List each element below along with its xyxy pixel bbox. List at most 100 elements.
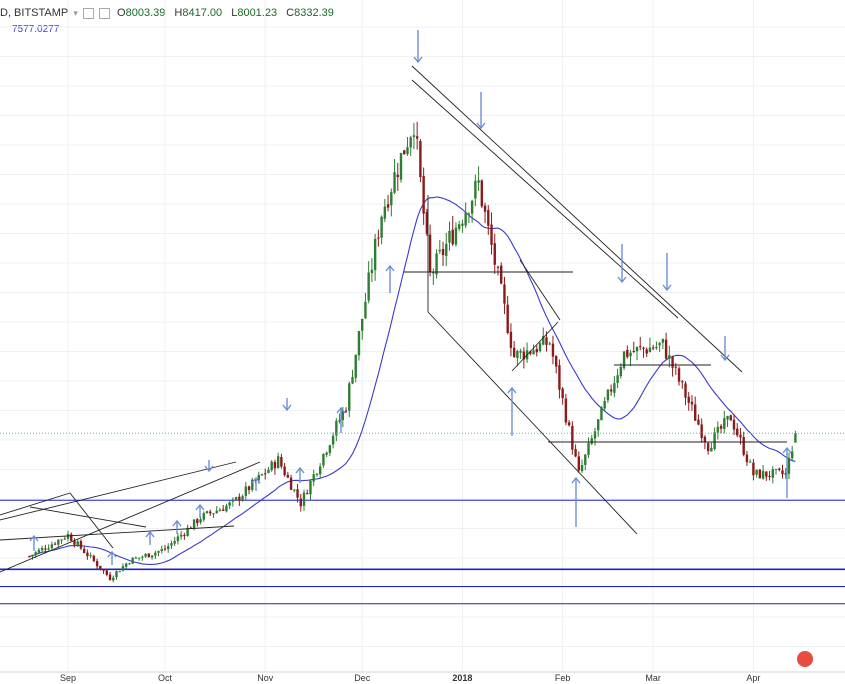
arrow-head — [145, 530, 155, 538]
candle-body — [774, 469, 778, 471]
arrow-head — [617, 276, 627, 284]
trendline — [0, 525, 235, 541]
candle-body — [238, 496, 241, 501]
candle-body — [781, 470, 784, 475]
candle-body — [276, 456, 280, 469]
candle-body — [487, 210, 490, 226]
candle-body — [186, 527, 189, 536]
candle-body — [183, 534, 186, 536]
candle-body — [60, 539, 63, 541]
candle-body — [422, 175, 425, 214]
candle-body — [393, 172, 396, 193]
arrow-head — [251, 476, 261, 484]
candle-body — [44, 548, 47, 550]
close-icon[interactable] — [98, 7, 110, 19]
candle-body — [564, 398, 568, 423]
candle-body — [380, 216, 383, 238]
x-tick-label: Sep — [60, 673, 76, 683]
candle-body — [289, 477, 293, 490]
trendline — [29, 506, 147, 528]
candle-body — [95, 561, 99, 567]
candle-body — [63, 538, 66, 540]
candle-body — [787, 457, 791, 474]
candle-body — [241, 496, 244, 501]
candle-body — [57, 539, 60, 545]
trendline — [511, 321, 559, 372]
eye-icon[interactable] — [82, 7, 94, 19]
settings-icon[interactable]: ▾ — [73, 8, 78, 18]
ohlc-header: D, BITSTAMP ▾ O8003.39 H8417.00 L8001.23… — [0, 7, 336, 23]
trendlines — [0, 65, 787, 573]
candle-body — [390, 192, 393, 206]
candle-body — [102, 569, 105, 571]
candle-body — [655, 346, 658, 349]
x-tick-label: Nov — [257, 673, 274, 683]
candle-body — [328, 445, 332, 453]
candle-body — [315, 473, 319, 475]
candle-body — [341, 410, 345, 421]
candle-body — [228, 502, 231, 506]
candle-body — [432, 272, 435, 274]
candle-body — [448, 231, 451, 243]
candle-body — [386, 204, 390, 208]
candle-body — [383, 206, 387, 219]
trendline — [0, 461, 261, 573]
candle-body — [509, 331, 513, 348]
candle-body — [451, 229, 454, 245]
candle-body — [648, 347, 652, 353]
candle-body — [419, 141, 422, 178]
candle-body — [179, 534, 183, 537]
candle-body — [755, 469, 758, 475]
candle-body — [137, 557, 141, 559]
candle-body — [697, 419, 700, 425]
candle-body — [73, 540, 76, 545]
candle-body — [76, 541, 79, 545]
candle-body — [506, 304, 509, 333]
high-value: 8417.00 — [182, 7, 223, 19]
candle-body — [719, 425, 723, 429]
arrow-head — [571, 476, 581, 484]
candle-body — [344, 410, 348, 412]
candle-body — [50, 544, 54, 549]
candle-body — [403, 150, 406, 155]
candle-body — [318, 466, 322, 475]
candle-body — [690, 401, 694, 405]
symbol-label[interactable]: D, BITSTAMP — [0, 7, 69, 19]
candle-body — [584, 454, 587, 465]
candle-body — [748, 461, 752, 463]
candle-body — [587, 443, 590, 455]
candle-body — [141, 556, 144, 558]
candle-body — [606, 389, 610, 401]
arrow-head — [29, 534, 39, 542]
candle-body — [406, 147, 409, 154]
candle-body — [580, 464, 584, 472]
candle-body — [470, 200, 474, 214]
tradingview-logo-icon — [797, 651, 813, 667]
candle-body — [225, 505, 228, 512]
candle-body — [778, 468, 781, 470]
candle-body — [312, 474, 315, 482]
candle-body — [157, 551, 160, 553]
candle-body — [768, 476, 771, 478]
arrow-head — [782, 446, 792, 454]
candle-body — [221, 509, 225, 511]
candle-body — [745, 454, 749, 463]
candle-body — [464, 212, 467, 226]
candle-body — [351, 377, 354, 384]
candle-body — [577, 456, 581, 471]
candle-body — [461, 223, 464, 226]
low-label: L — [231, 7, 238, 19]
candle-body — [619, 366, 623, 377]
annotation-arrows — [29, 30, 792, 565]
candle-body — [147, 553, 151, 558]
candle-body — [445, 243, 448, 256]
candle-body — [758, 469, 762, 479]
candle-body — [124, 563, 128, 567]
candle-body — [493, 243, 496, 265]
candle-body — [761, 470, 765, 479]
candle-body — [128, 563, 131, 565]
candle-body — [335, 420, 338, 436]
candle-body — [293, 489, 296, 491]
candle-body — [280, 456, 283, 467]
